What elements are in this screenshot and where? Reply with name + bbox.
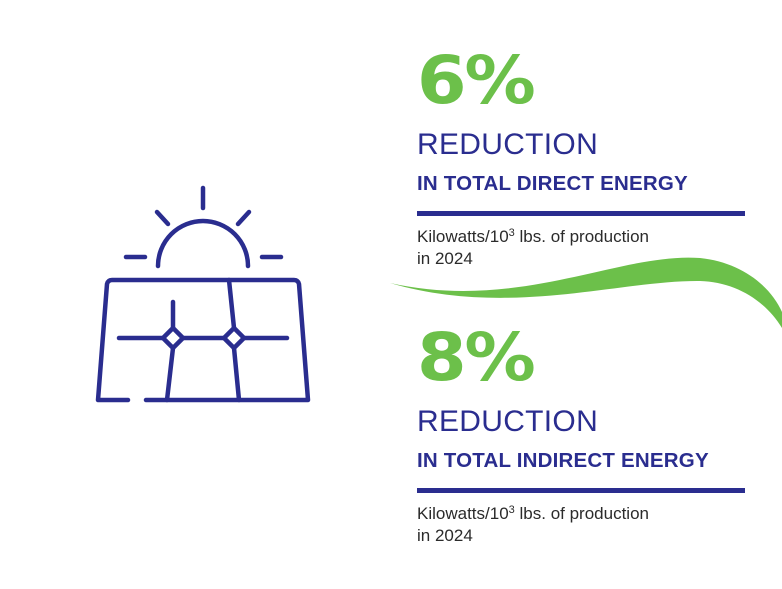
direct-energy-stat: 6% REDUCTION IN TOTAL DIRECT ENERGY Kilo…	[417, 48, 747, 270]
direct-energy-note-suffix: lbs. of production	[514, 227, 649, 246]
direct-energy-reduction-heading: REDUCTION	[417, 128, 599, 161]
indirect-energy-note-superscript: 3	[508, 504, 515, 516]
direct-energy-percent: 6%	[417, 42, 536, 119]
direct-energy-note-superscript: 3	[508, 227, 515, 239]
direct-energy-subheading: IN TOTAL DIRECT ENERGY	[417, 172, 688, 195]
indirect-energy-subheading: IN TOTAL INDIRECT ENERGY	[417, 449, 709, 472]
indirect-energy-note-suffix: lbs. of production	[514, 504, 649, 523]
indirect-energy-stat: 8% REDUCTION IN TOTAL INDIRECT ENERGY Ki…	[417, 325, 747, 547]
direct-energy-note-prefix: Kilowatts/10	[417, 227, 509, 246]
indirect-energy-note-year: in 2024	[417, 526, 473, 545]
direct-energy-divider	[417, 211, 745, 216]
indirect-energy-note: Kilowatts/103 lbs. of production in 2024	[417, 503, 737, 547]
solar-panel-icon-container	[90, 180, 320, 410]
direct-energy-note: Kilowatts/103 lbs. of production in 2024	[417, 226, 737, 270]
indirect-energy-reduction-heading: REDUCTION	[417, 405, 599, 438]
indirect-energy-divider	[417, 488, 745, 493]
solar-panel-with-sun-icon	[95, 185, 311, 403]
indirect-energy-note-prefix: Kilowatts/10	[417, 504, 509, 523]
direct-energy-note-year: in 2024	[417, 249, 473, 268]
indirect-energy-percent: 8%	[417, 319, 536, 396]
green-swoosh-shape	[390, 257, 782, 328]
